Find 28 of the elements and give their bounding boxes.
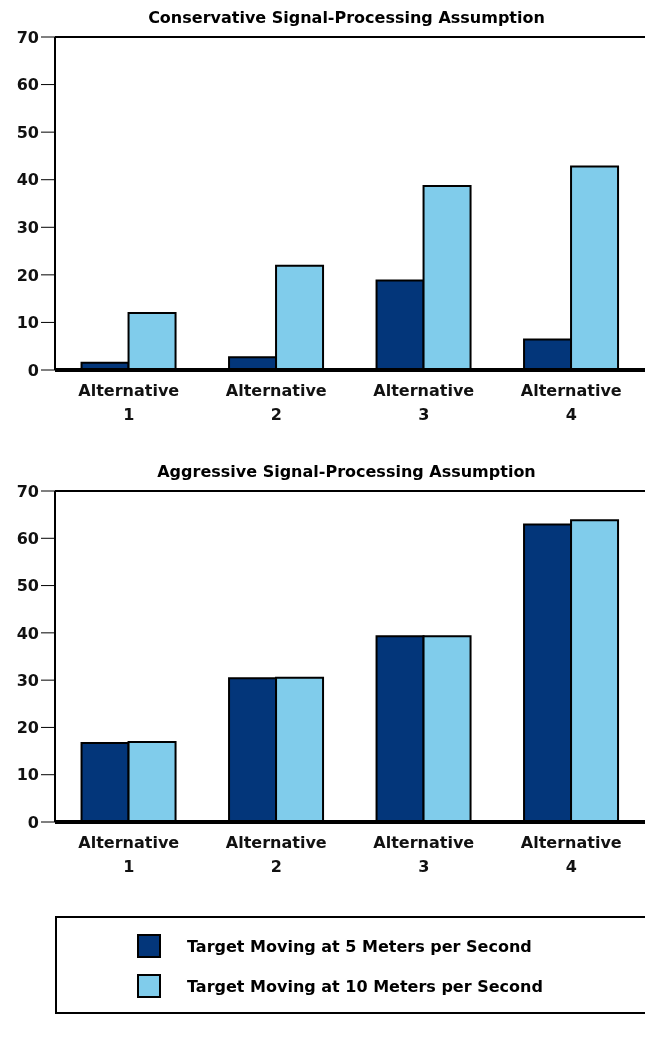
x-tick-label: Alternative 2 bbox=[225, 381, 327, 424]
x-tick-label: Alternative 1 bbox=[78, 833, 180, 876]
legend-label: Target Moving at 10 Meters per Second bbox=[187, 976, 543, 996]
chart-title: Conservative Signal-Processing Assumption bbox=[148, 8, 545, 27]
legend-label: Target Moving at 5 Meters per Second bbox=[187, 936, 532, 956]
chart-title: Aggressive Signal-Processing Assumption bbox=[157, 462, 536, 481]
y-tick-label: 30 bbox=[16, 670, 39, 690]
x-tick-label: Alternative 4 bbox=[520, 381, 622, 424]
x-tick-label: Alternative 3 bbox=[373, 833, 475, 876]
y-tick-label: 70 bbox=[16, 481, 39, 501]
y-tick-label: 0 bbox=[27, 812, 39, 832]
y-tick-label: 70 bbox=[16, 27, 39, 47]
y-tick-label: 0 bbox=[27, 360, 39, 380]
y-tick-label: 20 bbox=[16, 718, 39, 738]
y-tick-label: 50 bbox=[16, 576, 39, 596]
x-tick-label: Alternative 3 bbox=[373, 381, 475, 424]
y-tick-label: 60 bbox=[16, 75, 39, 95]
x-tick-label: Alternative 1 bbox=[78, 381, 180, 424]
y-tick-label: 40 bbox=[16, 623, 39, 643]
y-tick-label: 10 bbox=[16, 313, 39, 333]
x-tick-label: Alternative 2 bbox=[225, 833, 327, 876]
y-tick-label: 40 bbox=[16, 170, 39, 190]
y-tick-label: 60 bbox=[16, 528, 39, 548]
y-tick-label: 20 bbox=[16, 265, 39, 285]
x-tick-label: Alternative 4 bbox=[520, 833, 622, 876]
y-tick-label: 30 bbox=[16, 217, 39, 237]
y-tick-label: 50 bbox=[16, 122, 39, 142]
y-tick-label: 10 bbox=[16, 765, 39, 785]
